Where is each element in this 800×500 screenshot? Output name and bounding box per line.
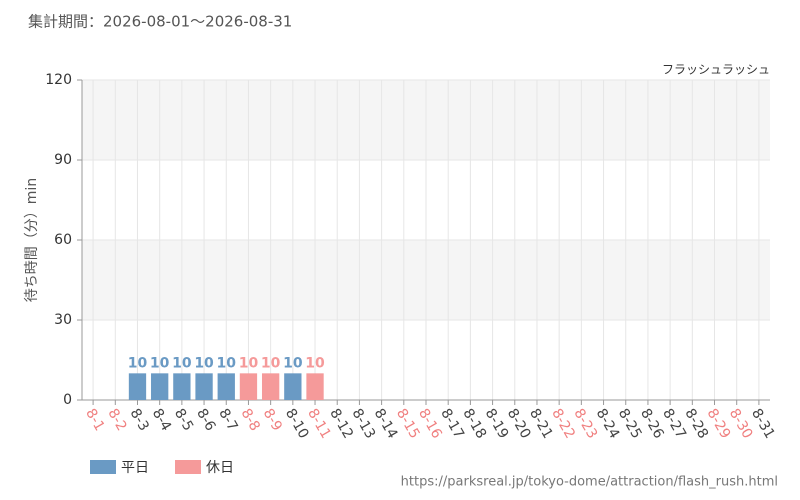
x-tick-label: 8-6 — [193, 406, 218, 434]
data-label: 10 — [239, 355, 259, 371]
data-label: 10 — [261, 355, 281, 371]
y-axis-label: 待ち時間（分）min — [24, 178, 40, 302]
legend-swatch — [90, 460, 116, 474]
bar — [239, 373, 258, 400]
data-label: 10 — [194, 355, 214, 371]
data-label: 10 — [305, 355, 325, 371]
x-tick-label: 8-1 — [82, 406, 107, 434]
x-tick-label: 8-4 — [149, 406, 174, 434]
y-tick-label: 120 — [45, 72, 72, 88]
x-tick-label: 8-9 — [260, 406, 285, 434]
legend-swatch — [175, 460, 201, 474]
y-tick-label: 90 — [54, 152, 72, 168]
chart-title: 集計期間：2026-08-01～2026-08-31 — [28, 13, 292, 31]
legend-label: 平日 — [121, 460, 149, 476]
chart-subtitle: フラッシュラッシュ — [662, 63, 770, 77]
data-label: 10 — [172, 355, 192, 371]
bar — [217, 373, 235, 400]
bar — [306, 373, 324, 400]
bar — [284, 373, 302, 400]
bar — [173, 373, 191, 400]
y-tick-label: 30 — [54, 312, 72, 328]
data-label: 10 — [283, 355, 303, 371]
x-tick-label: 8-2 — [104, 406, 129, 434]
bar — [151, 373, 169, 400]
y-tick-label: 0 — [63, 392, 72, 408]
bar — [195, 373, 213, 400]
x-tick-label: 8-3 — [127, 406, 152, 434]
source-url: https://parksreal.jp/tokyo-dome/attracti… — [401, 475, 778, 490]
legend-label: 休日 — [206, 460, 234, 476]
bar — [128, 373, 147, 400]
data-label: 10 — [128, 355, 148, 371]
data-label: 10 — [150, 355, 170, 371]
bar — [261, 373, 280, 400]
x-tick-label: 8-5 — [171, 406, 196, 434]
x-tick-label: 8-7 — [215, 406, 240, 434]
y-tick-label: 60 — [54, 232, 72, 248]
data-label: 10 — [217, 355, 237, 371]
x-tick-label: 8-31 — [748, 406, 778, 442]
x-tick-label: 8-8 — [238, 406, 263, 434]
